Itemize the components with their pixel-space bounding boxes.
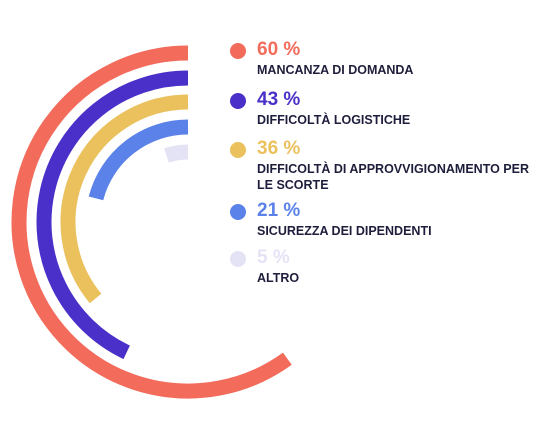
legend-label: DIFFICOLTÀ LOGISTICHE (257, 113, 411, 127)
legend-value: 36 % (257, 138, 301, 159)
legend-dot (230, 142, 246, 158)
legend-label: SICUREZZA DEI DIPENDENTI (257, 224, 432, 238)
legend-dot (230, 43, 246, 59)
legend-item-difficolta-approvvigionamento: 36 % DIFFICOLTÀ DI APPROVVIGIONAMENTO PE… (230, 137, 530, 199)
legend-item-mancanza-di-domanda: 60 % MANCANZA DI DOMANDA (230, 38, 530, 88)
radial-bar-1 (36, 70, 189, 360)
legend-value: 43 % (257, 89, 301, 110)
legend-item-sicurezza-dipendenti: 21 % SICUREZZA DEI DIPENDENTI (230, 199, 530, 246)
legend-dot (230, 93, 246, 109)
legend-label: MANCANZA DI DOMANDA (257, 63, 414, 77)
legend-item-difficolta-logistiche: 43 % DIFFICOLTÀ LOGISTICHE (230, 88, 530, 137)
radial-bar-0 (11, 45, 292, 399)
legend: 60 % MANCANZA DI DOMANDA 43 % DIFFICOLTÀ… (230, 38, 530, 286)
legend-value: 60 % (257, 39, 301, 60)
legend-dot (230, 204, 246, 220)
legend-value: 5 % (257, 247, 290, 268)
legend-label: ALTRO (257, 271, 300, 285)
radial-bar-2 (60, 94, 189, 304)
legend-label: DIFFICOLTÀ DI APPROVVIGIONAMENTO PER LE … (257, 162, 530, 192)
legend-value: 21 % (257, 200, 301, 221)
radial-bar-4 (164, 144, 189, 163)
legend-item-altro: 5 % ALTRO (230, 246, 530, 286)
radial-bar-3 (88, 119, 189, 201)
legend-dot (230, 251, 246, 267)
